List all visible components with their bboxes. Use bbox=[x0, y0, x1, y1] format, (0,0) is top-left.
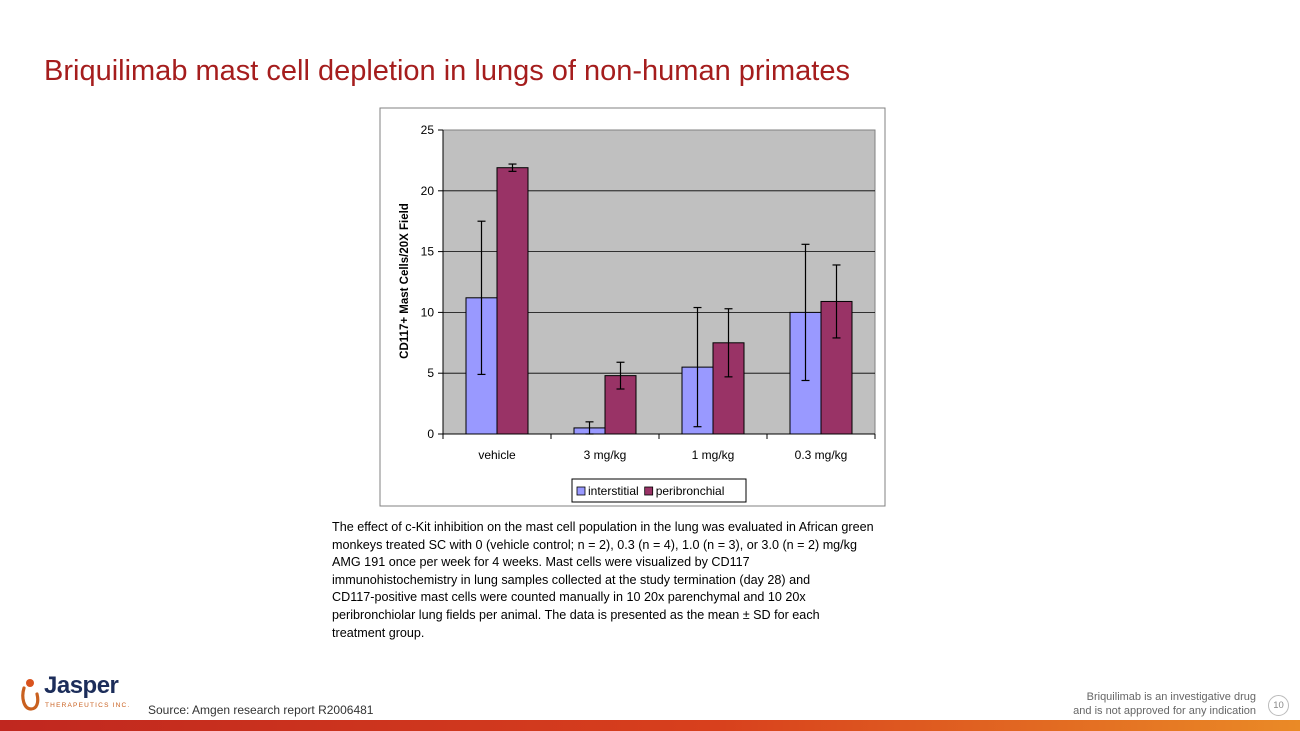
slide-title: Briquilimab mast cell depletion in lungs… bbox=[44, 55, 850, 87]
disclaimer-line: Briquilimab is an investigative drug bbox=[1086, 691, 1256, 703]
x-tick-label: 3 mg/kg bbox=[584, 448, 627, 462]
caption-line: treatment group. bbox=[332, 625, 425, 640]
jasper-logo: Jasper THERAPEUTICS INC. bbox=[18, 672, 133, 716]
page-number: 10 bbox=[1268, 695, 1289, 716]
y-tick-label: 10 bbox=[421, 305, 435, 319]
x-tick-label: 0.3 mg/kg bbox=[795, 448, 848, 462]
source-note: Source: Amgen research report R2006481 bbox=[148, 703, 374, 717]
y-tick-label: 25 bbox=[421, 123, 435, 137]
disclaimer: Briquilimab is an investigative drug and… bbox=[1073, 690, 1256, 718]
caption-line: immunohistochemistry in lung samples col… bbox=[332, 572, 811, 587]
bar-peribronchial-0 bbox=[496, 167, 529, 435]
caption-line: peribronchiolar lung fields per animal. … bbox=[332, 607, 820, 622]
legend-swatch-peribronchial bbox=[644, 486, 654, 496]
logo-subtitle: THERAPEUTICS INC. bbox=[45, 702, 131, 709]
chart-legend: interstitial peribronchial bbox=[571, 478, 747, 503]
caption-line: AMG 191 once per week for 4 weeks. Mast … bbox=[332, 555, 750, 570]
x-tick-label: vehicle bbox=[478, 448, 516, 462]
caption-line: The effect of c-Kit inhibition on the ma… bbox=[332, 520, 874, 534]
y-tick-label: 0 bbox=[427, 427, 434, 441]
legend-label-interstitial: interstitial bbox=[588, 484, 639, 498]
x-tick-label: 1 mg/kg bbox=[692, 448, 735, 462]
y-tick-label: 15 bbox=[421, 245, 435, 259]
caption-line: monkeys treated SC with 0 (vehicle contr… bbox=[332, 537, 857, 552]
disclaimer-line: and is not approved for any indication bbox=[1073, 705, 1256, 717]
y-tick-label: 20 bbox=[421, 184, 435, 198]
legend-swatch-interstitial bbox=[576, 486, 586, 496]
jasper-logo-icon bbox=[21, 679, 40, 711]
logo-wordmark: Jasper bbox=[44, 672, 119, 699]
legend-label-peribronchial: peribronchial bbox=[656, 484, 725, 498]
figure-caption: The effect of c-Kit inhibition on the ma… bbox=[332, 519, 942, 642]
y-axis-label: CD117+ Mast Cells/20X Field bbox=[399, 203, 411, 359]
caption-line: CD117-positive mast cells were counted m… bbox=[332, 590, 806, 605]
footer-accent-bar bbox=[0, 720, 1300, 731]
y-tick-label: 5 bbox=[427, 366, 434, 380]
legend-box bbox=[571, 478, 747, 503]
